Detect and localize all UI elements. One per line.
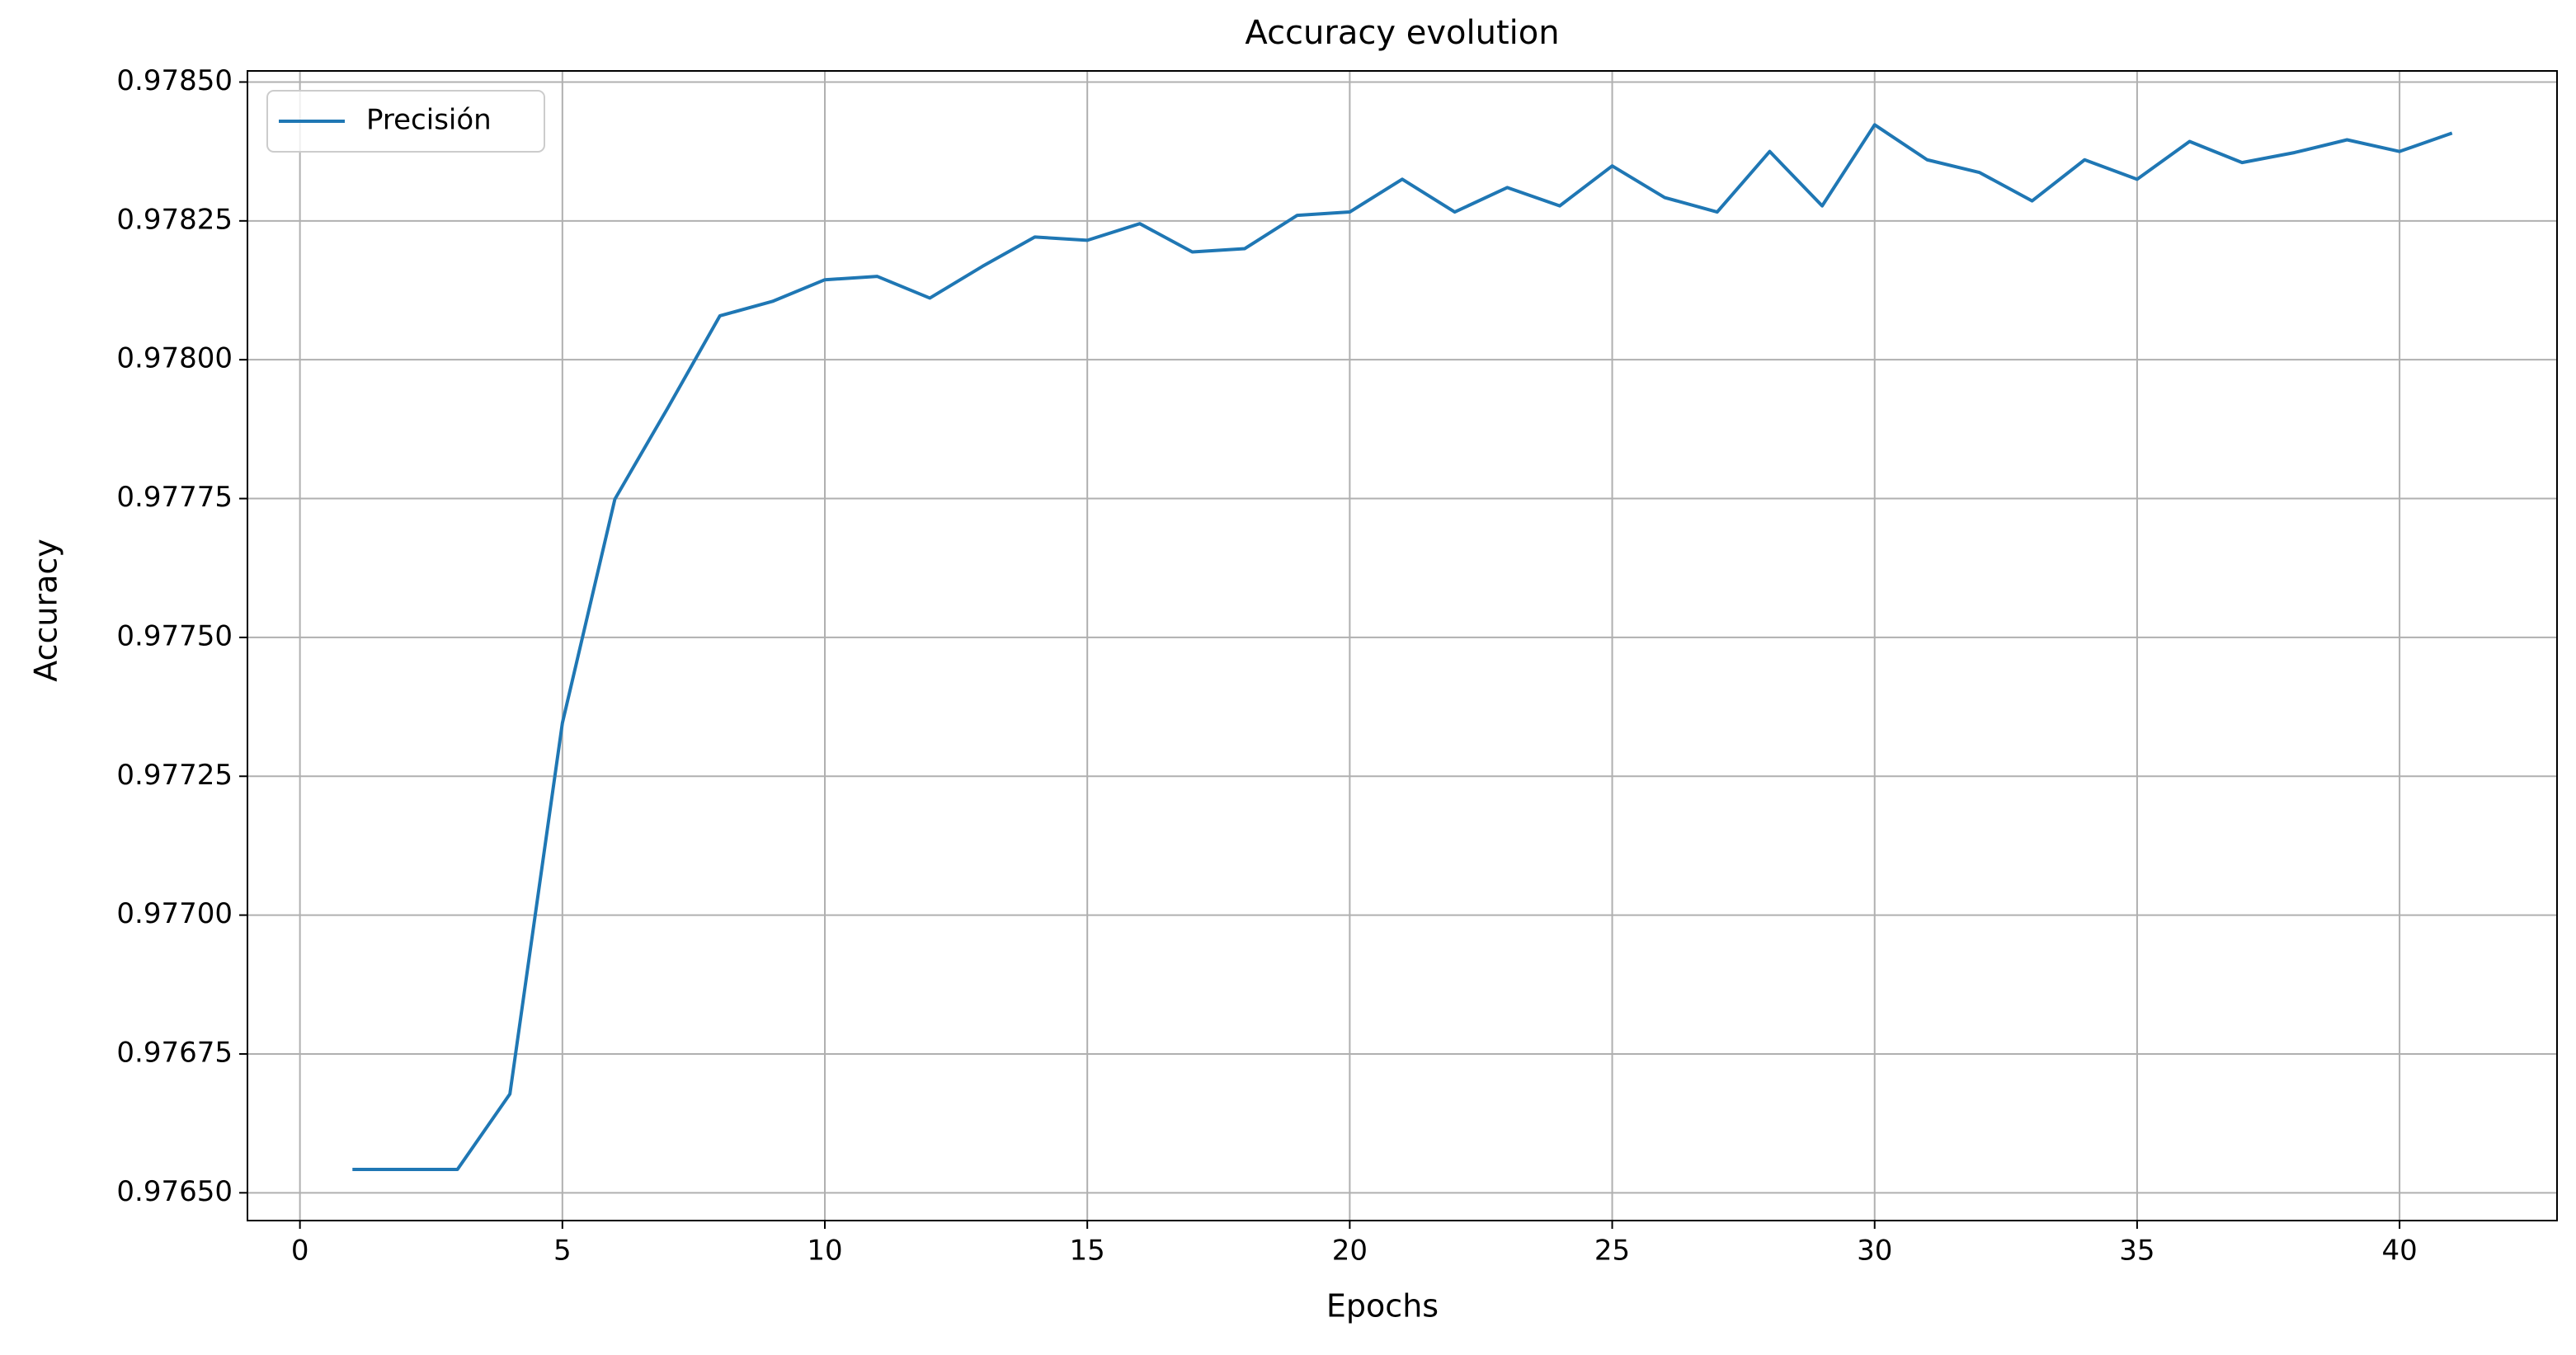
x-tick-label: 15 (1070, 1235, 1105, 1268)
y-tick-label: 0.97650 (116, 1175, 233, 1208)
y-tick-label: 0.97675 (116, 1036, 233, 1069)
x-tick-label: 20 (1332, 1235, 1368, 1268)
data-line (352, 123, 2453, 1172)
x-tick-label: 10 (807, 1235, 842, 1268)
x-axis-label: Epochs (1326, 1288, 1439, 1324)
x-tick-label: 25 (1594, 1235, 1630, 1268)
legend-label: Precisión (366, 104, 492, 137)
x-tick-label: 0 (291, 1235, 309, 1268)
y-tick-label: 0.97825 (116, 203, 233, 236)
chart-title: Accuracy evolution (1245, 14, 1559, 52)
x-tick-label: 30 (1857, 1235, 1892, 1268)
legend-frame (266, 90, 545, 153)
legend: Precisión (266, 90, 545, 153)
y-tick-label: 0.97850 (116, 64, 233, 97)
y-axis-label: Accuracy (28, 539, 64, 682)
x-tick-label: 35 (2119, 1235, 2155, 1268)
x-tick-label: 5 (553, 1235, 572, 1268)
y-tick-label: 0.97775 (116, 481, 233, 514)
y-tick-label: 0.97700 (116, 897, 233, 930)
y-tick-label: 0.97800 (116, 342, 233, 375)
y-tick-label: 0.97750 (116, 619, 233, 652)
plot-frame (247, 70, 2558, 1221)
y-tick-label: 0.97725 (116, 759, 233, 792)
x-tick-label: 40 (2381, 1235, 2417, 1268)
